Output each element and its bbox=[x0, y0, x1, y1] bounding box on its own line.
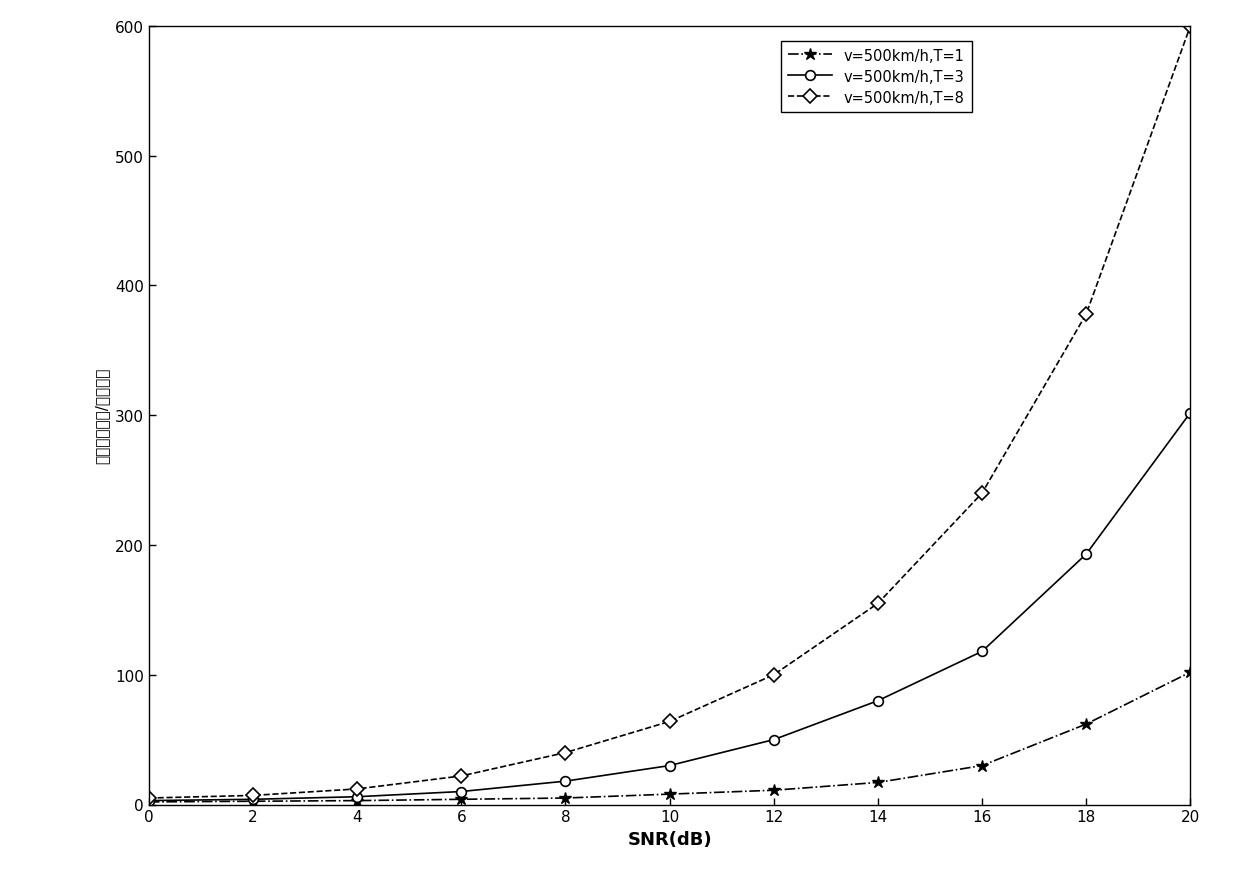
Line: v=500km/h,T=8: v=500km/h,T=8 bbox=[144, 22, 1195, 803]
v=500km/h,T=8 bbox=[246, 790, 260, 801]
v=500km/h,T=1 bbox=[454, 794, 469, 805]
v=500km/h,T=1 bbox=[766, 785, 781, 796]
v=500km/h,T=8 bbox=[141, 793, 156, 804]
v=500km/h,T=8 bbox=[350, 784, 365, 795]
v=500km/h,T=3 bbox=[1079, 549, 1094, 560]
v=500km/h,T=1 bbox=[870, 777, 885, 788]
v=500km/h,T=3 bbox=[1183, 408, 1198, 418]
v=500km/h,T=3 bbox=[558, 776, 573, 787]
v=500km/h,T=1 bbox=[246, 796, 260, 806]
v=500km/h,T=8 bbox=[662, 716, 677, 727]
v=500km/h,T=3 bbox=[662, 760, 677, 771]
v=500km/h,T=8 bbox=[975, 488, 990, 499]
v=500km/h,T=3 bbox=[975, 646, 990, 657]
v=500km/h,T=1 bbox=[141, 797, 156, 807]
v=500km/h,T=3 bbox=[870, 696, 885, 706]
v=500km/h,T=8 bbox=[870, 598, 885, 609]
v=500km/h,T=1 bbox=[1183, 667, 1198, 678]
v=500km/h,T=3 bbox=[350, 791, 365, 802]
v=500km/h,T=8 bbox=[766, 670, 781, 680]
Line: v=500km/h,T=1: v=500km/h,T=1 bbox=[143, 666, 1197, 808]
X-axis label: SNR(dB): SNR(dB) bbox=[627, 830, 712, 848]
v=500km/h,T=1 bbox=[975, 760, 990, 771]
v=500km/h,T=1 bbox=[350, 796, 365, 806]
v=500km/h,T=8 bbox=[1079, 309, 1094, 320]
v=500km/h,T=3 bbox=[141, 796, 156, 806]
Line: v=500km/h,T=3: v=500km/h,T=3 bbox=[144, 409, 1195, 805]
v=500km/h,T=1 bbox=[1079, 719, 1094, 730]
v=500km/h,T=8 bbox=[454, 771, 469, 781]
v=500km/h,T=8 bbox=[1183, 21, 1198, 32]
v=500km/h,T=1 bbox=[662, 789, 677, 799]
v=500km/h,T=3 bbox=[454, 787, 469, 797]
v=500km/h,T=1 bbox=[558, 793, 573, 804]
Legend: v=500km/h,T=1, v=500km/h,T=3, v=500km/h,T=8: v=500km/h,T=1, v=500km/h,T=3, v=500km/h,… bbox=[781, 42, 972, 113]
v=500km/h,T=3 bbox=[246, 794, 260, 805]
v=500km/h,T=3 bbox=[766, 735, 781, 746]
Y-axis label: 应用能耗（元/时隙板）: 应用能耗（元/时隙板） bbox=[94, 367, 109, 464]
v=500km/h,T=8 bbox=[558, 747, 573, 758]
